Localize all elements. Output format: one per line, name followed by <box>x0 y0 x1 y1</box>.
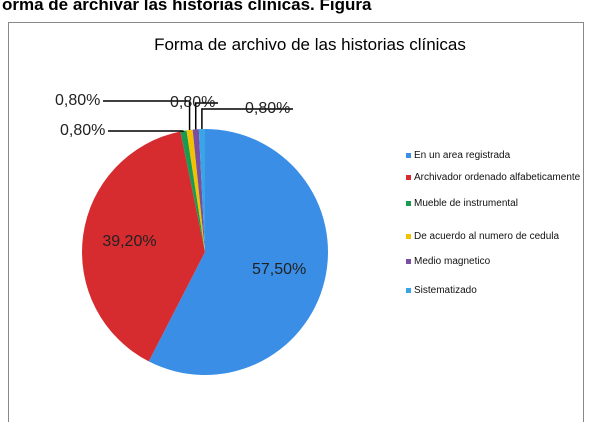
legend-swatch <box>406 153 411 158</box>
legend-swatch <box>406 175 411 180</box>
legend-label: De acuerdo al numero de cedula <box>414 231 560 242</box>
legend-item: En un area registrada <box>406 150 586 161</box>
leader-line <box>103 100 191 130</box>
leader-line <box>201 108 293 130</box>
pie-slice <box>180 130 205 252</box>
data-label: 0,80% <box>60 122 105 139</box>
legend-label: Medio magnetico <box>414 256 491 267</box>
pie-slice <box>198 129 205 252</box>
legend-item: De acuerdo al numero de cedula <box>406 231 586 242</box>
legend-label: Archivador ordenado alfabeticamente <box>414 172 581 183</box>
pie-slice <box>186 129 205 252</box>
legend-item: Archivador ordenado alfabeticamente <box>406 172 586 183</box>
legend-item: Mueble de instrumental <box>406 198 586 209</box>
legend-swatch <box>406 288 411 293</box>
legend-label: Mueble de instrumental <box>414 198 518 209</box>
data-label: 57,50% <box>252 261 306 278</box>
legend-label: Sistematizado <box>414 285 477 296</box>
legend-label: En un area registrada <box>414 150 511 161</box>
pie-slice <box>192 129 205 252</box>
pie-slice <box>81 131 205 362</box>
legend-swatch <box>406 259 411 264</box>
legend-item: Medio magnetico <box>406 256 586 267</box>
pie-slice <box>148 129 328 375</box>
data-label: 0,80% <box>55 92 100 109</box>
data-label: 39,20% <box>102 233 156 250</box>
legend-swatch <box>406 201 411 206</box>
chart-title: Forma de archivo de las historias clínic… <box>154 35 466 54</box>
data-label: 0,80% <box>170 94 215 111</box>
chart-frame <box>8 22 584 422</box>
legend: En un area registrada Archivador ordenado… <box>406 150 586 296</box>
leader-line <box>194 102 218 130</box>
legend-swatch <box>406 234 411 239</box>
legend-item: Sistematizado <box>406 285 586 296</box>
data-label: 0,80% <box>245 100 290 117</box>
caption: orma de archivar las historias clínicas.… <box>2 0 372 14</box>
